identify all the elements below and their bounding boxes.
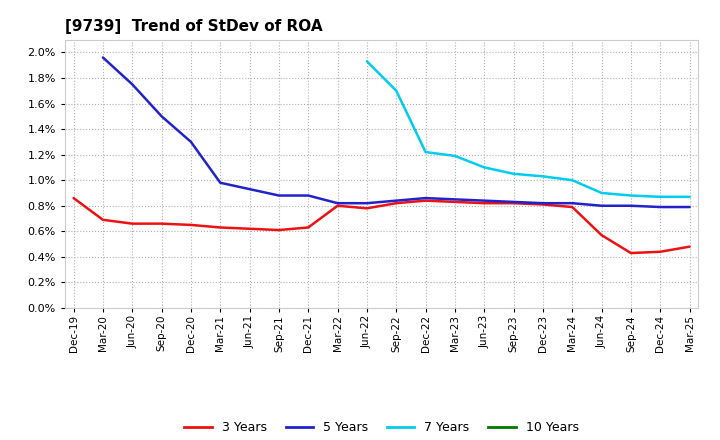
Text: [9739]  Trend of StDev of ROA: [9739] Trend of StDev of ROA bbox=[65, 19, 323, 34]
Legend: 3 Years, 5 Years, 7 Years, 10 Years: 3 Years, 5 Years, 7 Years, 10 Years bbox=[179, 416, 584, 439]
